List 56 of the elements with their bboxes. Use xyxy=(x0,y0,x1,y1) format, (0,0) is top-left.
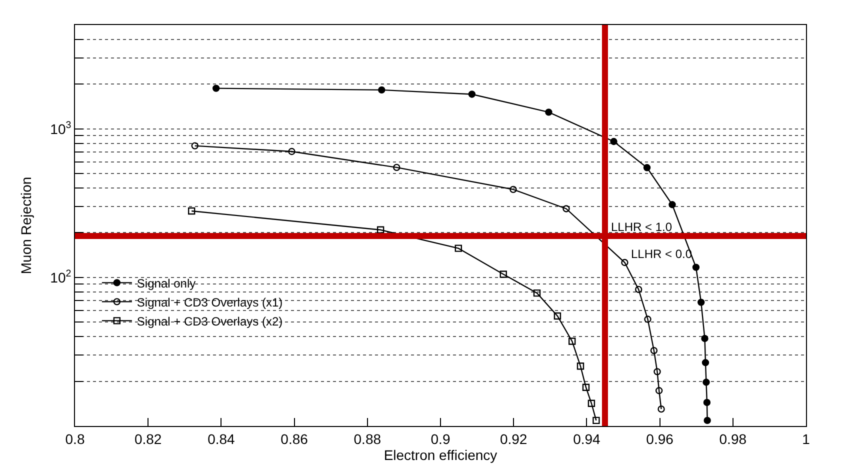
legend-label: Signal + CD3 Overlays (x2) xyxy=(136,314,283,328)
point xyxy=(468,90,476,98)
point xyxy=(554,312,562,320)
point xyxy=(643,164,651,172)
point xyxy=(212,84,220,92)
point xyxy=(610,138,618,146)
annotation: LLHR < 1.0 xyxy=(611,220,672,234)
point xyxy=(576,362,584,370)
point xyxy=(692,264,700,271)
x-axis-title: Electron efficiency xyxy=(384,446,498,463)
x-tick-label: 0.84 xyxy=(208,430,236,447)
point xyxy=(635,286,642,294)
x-tick-label: 0.82 xyxy=(134,430,162,447)
point xyxy=(568,338,576,345)
point xyxy=(533,289,541,297)
y-tick-label: 10$^{2}$ xyxy=(50,268,72,286)
point xyxy=(644,316,652,323)
x-tick-label: 0.8 xyxy=(65,430,85,447)
x-tick-label: 0.94 xyxy=(573,430,601,447)
x-tick-label: 0.98 xyxy=(719,430,747,447)
x-tick-label: 1 xyxy=(802,430,810,447)
point xyxy=(545,108,552,116)
point xyxy=(621,258,628,266)
point xyxy=(702,359,710,366)
y-tick-label: 10$^{3}$ xyxy=(50,120,72,137)
point xyxy=(588,400,596,407)
point xyxy=(658,405,665,413)
point xyxy=(562,205,570,212)
point xyxy=(510,186,517,194)
point xyxy=(378,86,386,94)
point xyxy=(393,164,400,172)
y-axis-title: Muon Rejection xyxy=(18,176,34,274)
x-tick-label: 0.9 xyxy=(430,430,450,447)
legend-label: Signal only xyxy=(136,276,196,290)
point xyxy=(650,346,658,354)
point xyxy=(701,334,708,342)
point xyxy=(654,368,661,376)
point xyxy=(702,378,710,386)
point xyxy=(668,201,676,208)
point xyxy=(454,244,462,252)
point xyxy=(703,398,711,406)
point xyxy=(655,387,663,394)
x-tick-label: 0.92 xyxy=(500,430,528,447)
point xyxy=(376,226,384,234)
x-tick-label: 0.88 xyxy=(354,430,382,447)
point xyxy=(592,416,600,424)
point xyxy=(188,207,196,215)
point xyxy=(288,148,296,156)
point xyxy=(500,270,507,278)
point xyxy=(582,384,590,391)
x-tick-label: 0.96 xyxy=(646,430,674,447)
legend-label: Signal + CD3 Overlays (x1) xyxy=(136,295,283,310)
x-tick-label: 0.86 xyxy=(280,430,308,447)
point xyxy=(704,416,711,424)
point xyxy=(191,142,198,150)
point xyxy=(698,298,705,306)
